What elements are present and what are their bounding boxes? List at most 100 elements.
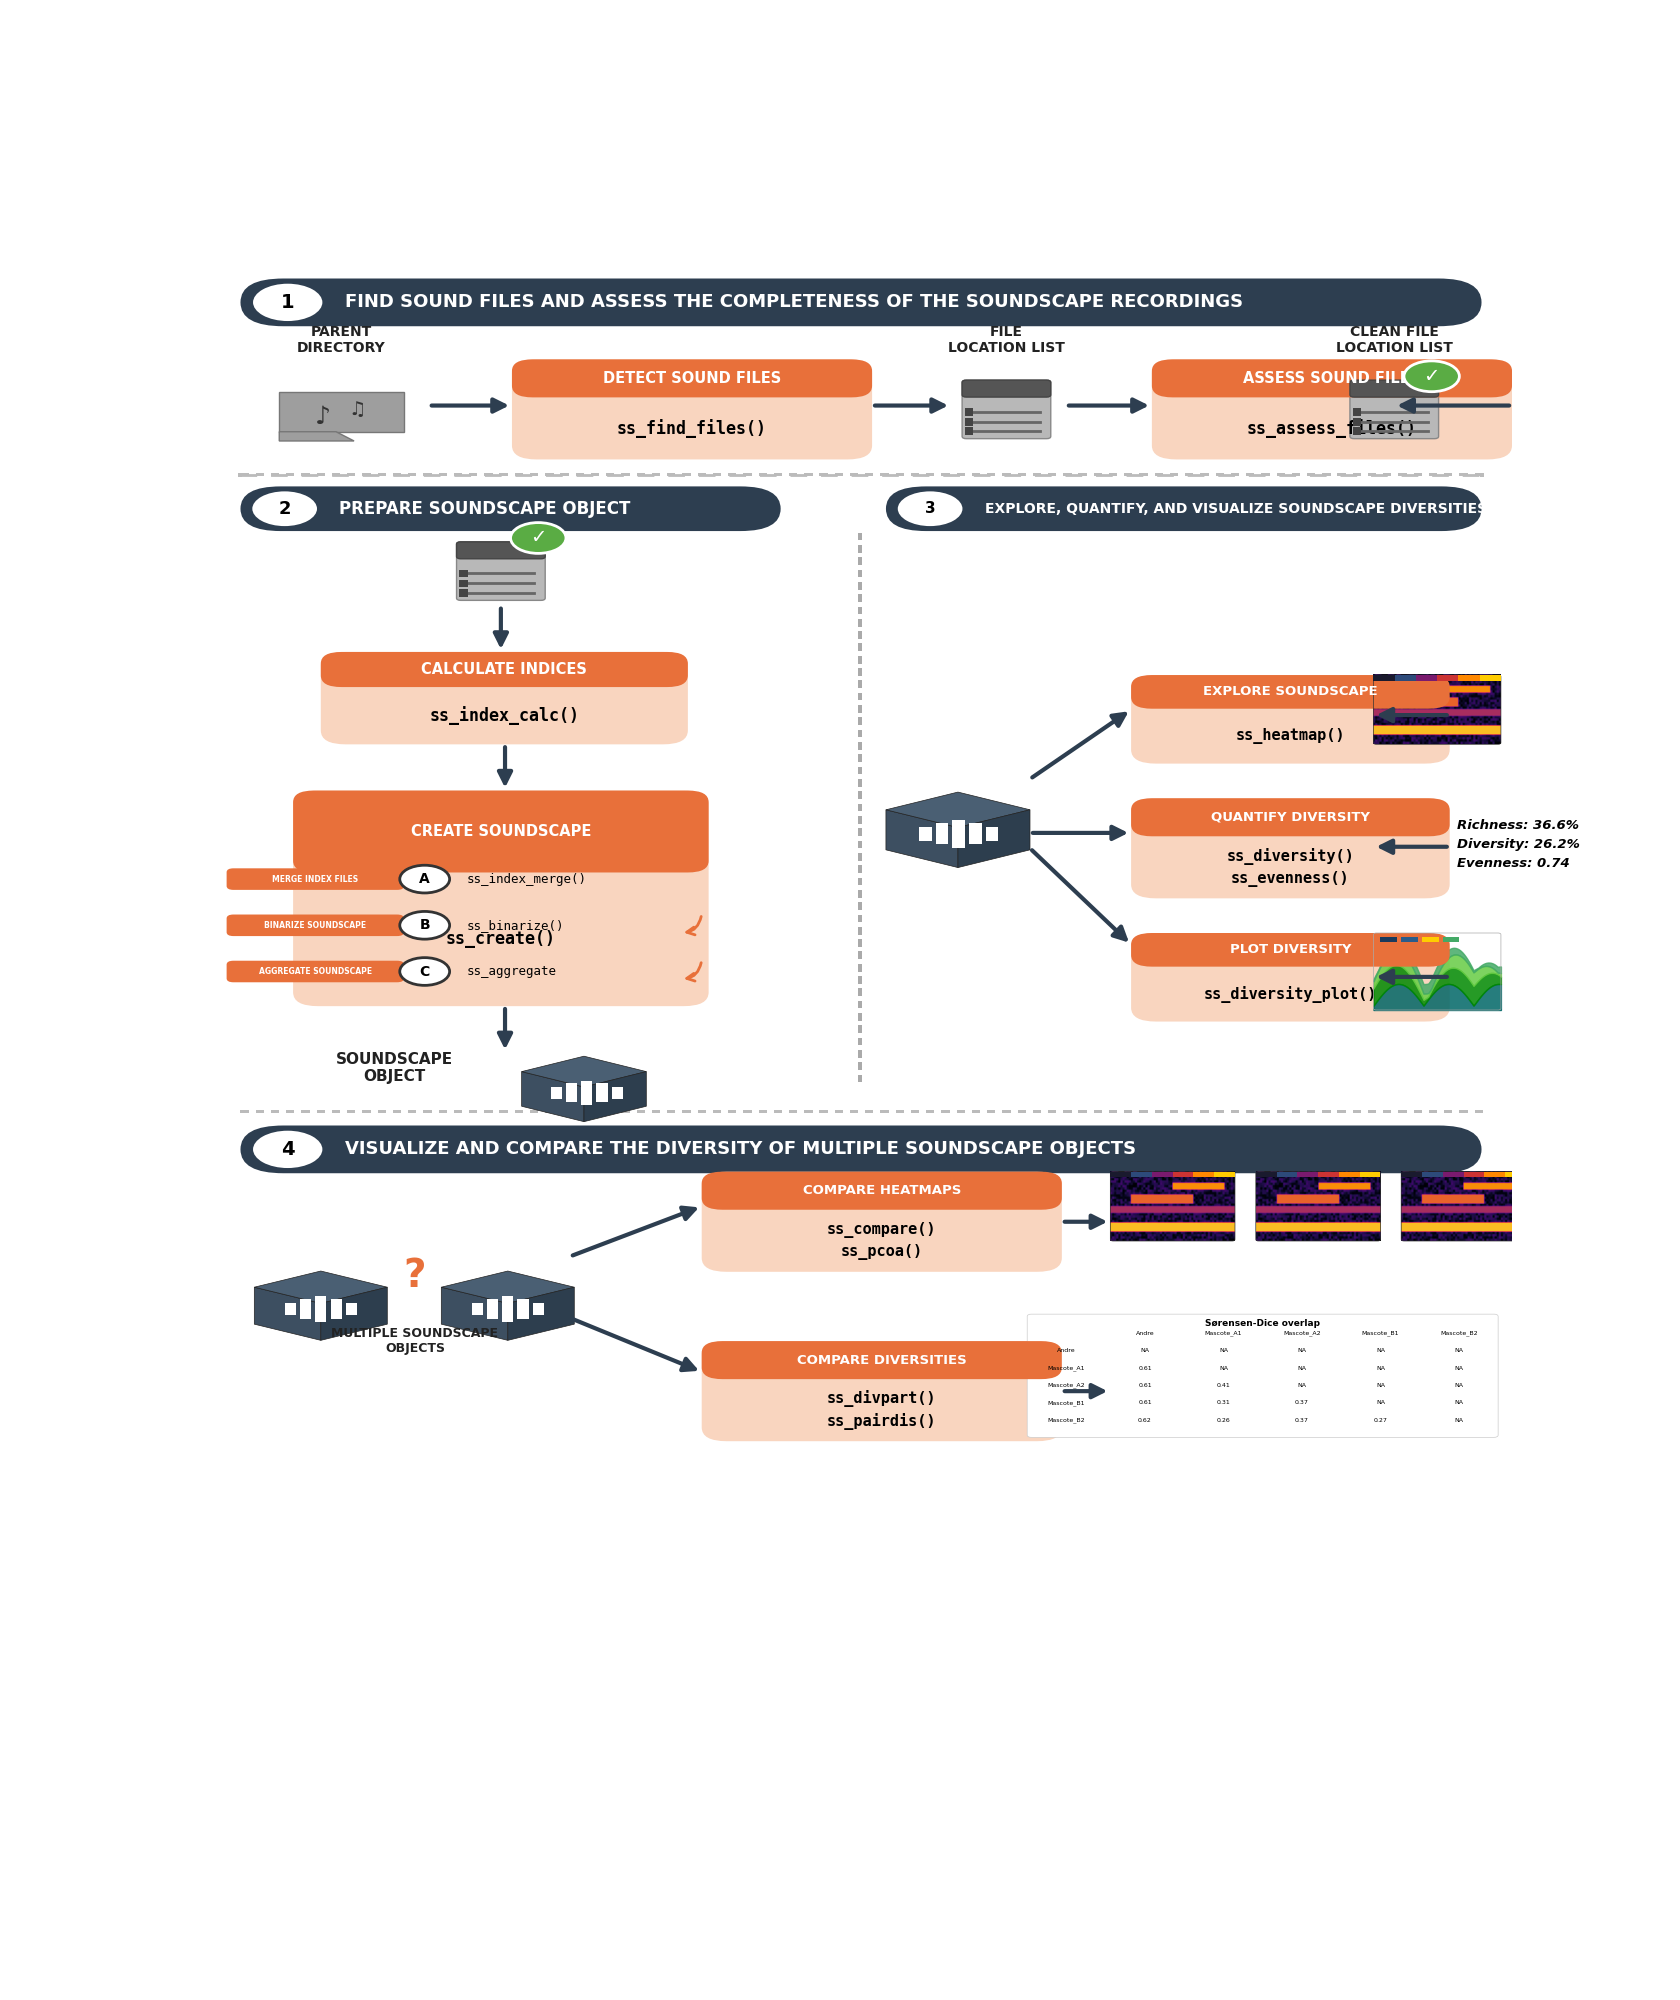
FancyBboxPatch shape — [953, 820, 964, 848]
FancyBboxPatch shape — [1337, 1110, 1346, 1112]
FancyBboxPatch shape — [301, 474, 309, 476]
FancyBboxPatch shape — [858, 692, 862, 700]
FancyBboxPatch shape — [1339, 1172, 1359, 1178]
FancyBboxPatch shape — [1421, 936, 1438, 942]
FancyBboxPatch shape — [895, 1110, 904, 1112]
FancyBboxPatch shape — [240, 278, 1482, 326]
FancyBboxPatch shape — [499, 1110, 507, 1112]
FancyBboxPatch shape — [292, 790, 709, 1006]
FancyBboxPatch shape — [865, 474, 874, 476]
Text: EXPLORE, QUANTIFY, AND VISUALIZE SOUNDSCAPE DIVERSITIES: EXPLORE, QUANTIFY, AND VISUALIZE SOUNDSC… — [984, 502, 1487, 516]
FancyBboxPatch shape — [858, 594, 862, 602]
FancyBboxPatch shape — [612, 1088, 623, 1098]
FancyBboxPatch shape — [1445, 474, 1453, 476]
Polygon shape — [279, 432, 354, 440]
FancyBboxPatch shape — [858, 866, 862, 872]
FancyBboxPatch shape — [1352, 408, 1361, 416]
FancyBboxPatch shape — [1048, 474, 1057, 476]
FancyBboxPatch shape — [652, 1110, 660, 1112]
Text: PREPARE SOUNDSCAPE OBJECT: PREPARE SOUNDSCAPE OBJECT — [339, 500, 630, 518]
FancyBboxPatch shape — [514, 1110, 522, 1112]
FancyBboxPatch shape — [858, 668, 862, 676]
FancyBboxPatch shape — [858, 852, 862, 860]
FancyBboxPatch shape — [1430, 1110, 1436, 1112]
FancyBboxPatch shape — [1262, 1110, 1270, 1112]
FancyBboxPatch shape — [348, 1110, 356, 1112]
Text: ss_heatmap(): ss_heatmap() — [1235, 728, 1346, 744]
FancyBboxPatch shape — [546, 474, 553, 476]
FancyBboxPatch shape — [321, 652, 687, 688]
FancyBboxPatch shape — [454, 474, 462, 476]
FancyBboxPatch shape — [1018, 474, 1026, 476]
FancyBboxPatch shape — [512, 360, 872, 460]
FancyBboxPatch shape — [1374, 676, 1394, 680]
Text: ✓: ✓ — [1423, 366, 1440, 386]
FancyBboxPatch shape — [858, 582, 862, 590]
FancyBboxPatch shape — [459, 570, 467, 578]
Text: VISUALIZE AND COMPARE THE DIVERSITY OF MULTIPLE SOUNDSCAPE OBJECTS: VISUALIZE AND COMPARE THE DIVERSITY OF M… — [344, 1140, 1136, 1158]
FancyBboxPatch shape — [926, 1110, 934, 1112]
FancyBboxPatch shape — [1247, 474, 1255, 476]
FancyBboxPatch shape — [963, 380, 1050, 438]
FancyBboxPatch shape — [858, 570, 862, 578]
FancyBboxPatch shape — [378, 474, 386, 476]
FancyBboxPatch shape — [596, 1084, 608, 1102]
FancyBboxPatch shape — [255, 474, 264, 476]
Text: Mascote_A2: Mascote_A2 — [1284, 1330, 1320, 1336]
FancyBboxPatch shape — [566, 1084, 576, 1102]
FancyBboxPatch shape — [1152, 360, 1512, 460]
FancyBboxPatch shape — [1505, 1172, 1525, 1178]
FancyBboxPatch shape — [472, 1302, 482, 1314]
Polygon shape — [279, 392, 403, 432]
FancyBboxPatch shape — [858, 632, 862, 638]
FancyBboxPatch shape — [378, 1110, 386, 1112]
FancyBboxPatch shape — [858, 988, 862, 996]
FancyBboxPatch shape — [316, 1110, 324, 1112]
FancyBboxPatch shape — [988, 474, 995, 476]
FancyBboxPatch shape — [576, 474, 585, 476]
FancyBboxPatch shape — [408, 474, 417, 476]
Text: 0.41: 0.41 — [1216, 1382, 1230, 1388]
FancyBboxPatch shape — [408, 1110, 417, 1112]
FancyBboxPatch shape — [1458, 676, 1480, 680]
Text: CLEAN FILE
LOCATION LIST: CLEAN FILE LOCATION LIST — [1336, 324, 1453, 356]
FancyBboxPatch shape — [469, 1110, 477, 1112]
FancyBboxPatch shape — [858, 706, 862, 712]
FancyBboxPatch shape — [702, 1172, 1062, 1210]
FancyBboxPatch shape — [255, 1110, 264, 1112]
FancyBboxPatch shape — [1231, 1110, 1240, 1112]
FancyBboxPatch shape — [227, 914, 403, 936]
Text: Mascote_A1: Mascote_A1 — [1205, 1330, 1242, 1336]
FancyBboxPatch shape — [1352, 418, 1361, 426]
Text: NA: NA — [1376, 1348, 1384, 1354]
FancyBboxPatch shape — [1109, 1110, 1117, 1112]
Text: Mascote_B2: Mascote_B2 — [1048, 1418, 1085, 1422]
FancyBboxPatch shape — [1018, 1110, 1026, 1112]
FancyBboxPatch shape — [1292, 474, 1300, 476]
FancyBboxPatch shape — [561, 474, 570, 476]
FancyBboxPatch shape — [591, 474, 600, 476]
FancyBboxPatch shape — [1184, 1110, 1193, 1112]
FancyBboxPatch shape — [805, 474, 813, 476]
Text: QUANTIFY DIVERSITY: QUANTIFY DIVERSITY — [1211, 810, 1369, 824]
FancyBboxPatch shape — [459, 588, 467, 596]
FancyBboxPatch shape — [1351, 380, 1438, 398]
FancyBboxPatch shape — [1307, 1110, 1315, 1112]
FancyBboxPatch shape — [1383, 1110, 1391, 1112]
FancyBboxPatch shape — [1480, 676, 1500, 680]
Circle shape — [511, 522, 566, 554]
FancyBboxPatch shape — [926, 474, 934, 476]
FancyBboxPatch shape — [1131, 932, 1450, 966]
FancyBboxPatch shape — [858, 1026, 862, 1034]
FancyBboxPatch shape — [702, 1172, 1062, 1272]
Text: NA: NA — [1376, 1382, 1384, 1388]
Text: NA: NA — [1220, 1366, 1228, 1370]
Circle shape — [1404, 360, 1460, 392]
FancyBboxPatch shape — [1124, 474, 1132, 476]
Text: 3: 3 — [924, 502, 936, 516]
Text: CREATE SOUNDSCAPE: CREATE SOUNDSCAPE — [410, 824, 591, 840]
FancyBboxPatch shape — [1398, 474, 1406, 476]
FancyBboxPatch shape — [622, 474, 630, 476]
FancyBboxPatch shape — [858, 644, 862, 652]
Polygon shape — [885, 792, 1030, 828]
